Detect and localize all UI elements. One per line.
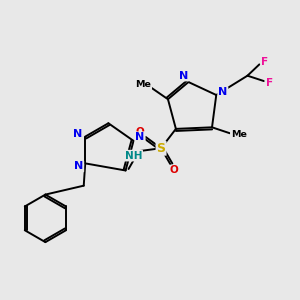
Text: N: N bbox=[73, 129, 83, 139]
Text: N: N bbox=[179, 70, 189, 80]
Text: Me: Me bbox=[135, 80, 151, 89]
Text: S: S bbox=[157, 142, 166, 155]
Text: NH: NH bbox=[124, 151, 142, 160]
Text: N: N bbox=[135, 132, 145, 142]
Text: N: N bbox=[74, 161, 83, 171]
Text: F: F bbox=[266, 77, 273, 88]
Text: Me: Me bbox=[231, 130, 247, 139]
Text: O: O bbox=[135, 127, 144, 137]
Text: N: N bbox=[218, 87, 227, 97]
Text: O: O bbox=[170, 166, 178, 176]
Text: F: F bbox=[261, 57, 268, 67]
